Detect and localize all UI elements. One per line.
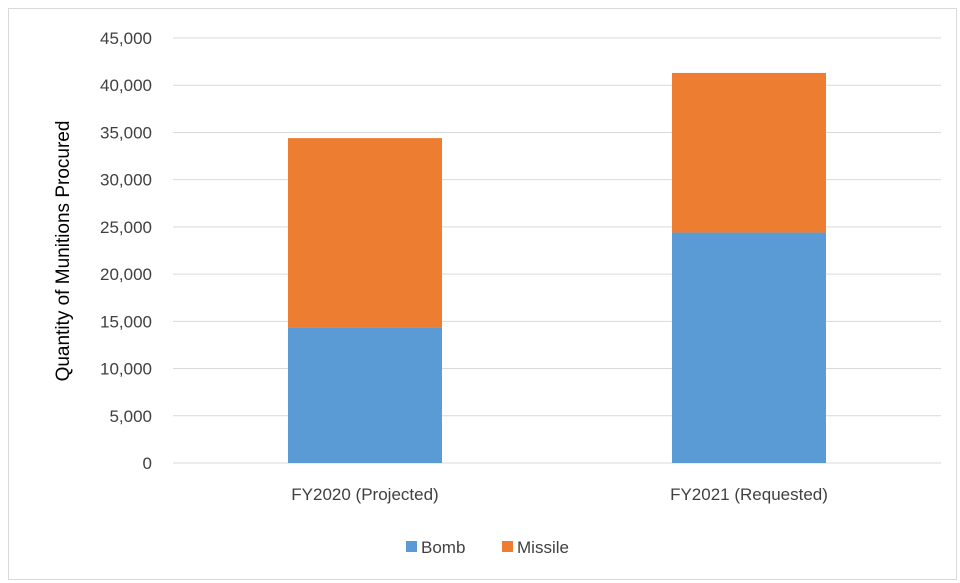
y-tick-label: 0 [143, 454, 152, 473]
legend-label-bomb: Bomb [421, 538, 465, 557]
bar-missile [672, 72, 826, 233]
y-tick-label: 35,000 [100, 123, 152, 142]
y-tick-label: 40,000 [100, 76, 152, 95]
bar-group [288, 72, 826, 463]
y-tick-label: 5,000 [109, 407, 152, 426]
x-tick-label: FY2020 (Projected) [291, 485, 438, 504]
y-tick-label: 10,000 [100, 360, 152, 379]
y-tick-label: 20,000 [100, 265, 152, 284]
x-tick-label: FY2021 (Requested) [670, 485, 828, 504]
legend-swatch-missile [502, 541, 513, 552]
bar-missile [288, 138, 442, 328]
y-tick-label: 45,000 [100, 29, 152, 48]
bar-bomb [288, 327, 442, 463]
y-axis-title: Quantity of Munitions Procured [53, 121, 74, 382]
y-tick-label: 30,000 [100, 171, 152, 190]
x-axis-tick-labels: FY2020 (Projected) FY2021 (Requested) [291, 485, 828, 504]
y-tick-label: 25,000 [100, 218, 152, 237]
y-axis-tick-labels: 0 5,000 10,000 15,000 20,000 25,000 30,000 35,0… [100, 29, 152, 473]
legend-label-missile: Missile [517, 538, 569, 557]
legend-swatch-bomb [406, 541, 417, 552]
bar-bomb [672, 232, 826, 463]
legend: Bomb Missile [406, 538, 569, 557]
y-tick-label: 15,000 [100, 312, 152, 331]
